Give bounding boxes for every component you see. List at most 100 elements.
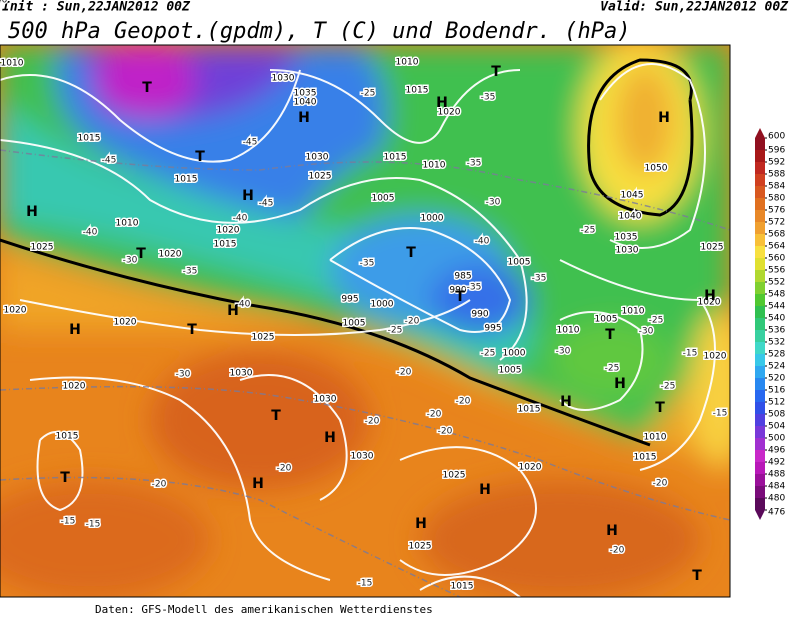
scale-band — [755, 402, 765, 414]
scale-band — [755, 258, 765, 270]
isobar-label: 1010 — [644, 433, 667, 443]
map-field — [0, 45, 730, 597]
isotherm-label: -30 — [176, 370, 191, 380]
pressure-center: T — [142, 80, 152, 96]
isotherm-label: -40 — [0, 0, 8, 6]
isobar-label: 1030 — [616, 246, 639, 256]
scale-label: 592 — [768, 158, 785, 168]
isotherm-label: -30 — [639, 327, 654, 337]
scale-label: 492 — [768, 458, 785, 468]
scale-band — [755, 390, 765, 402]
isobar-label: 1010 — [557, 326, 580, 336]
isobar-label: 1025 — [252, 333, 275, 343]
isotherm-label: -20 — [427, 410, 442, 420]
pressure-center: H — [415, 516, 427, 532]
pressure-center: H — [242, 188, 254, 204]
scale-label: 568 — [768, 230, 785, 240]
scale-band — [755, 282, 765, 294]
isotherm-label: -35 — [183, 267, 198, 277]
isotherm-label: -35 — [467, 283, 482, 293]
isotherm-label: -40 — [83, 228, 98, 238]
pressure-center: H — [479, 482, 491, 498]
scale-label: 588 — [768, 170, 785, 180]
isobar-label: 1010 — [423, 161, 446, 171]
isobar-label: 1015 — [384, 153, 407, 163]
isotherm-label: -30 — [556, 347, 571, 357]
isobar-label: 1020 — [698, 298, 721, 308]
scale-band — [755, 462, 765, 474]
isobar-label: 1030 — [351, 452, 374, 462]
scale-label: 528 — [768, 350, 785, 360]
isobar-label: 1040 — [619, 212, 642, 222]
scale-label: 480 — [768, 494, 785, 504]
pressure-center: T — [605, 327, 615, 343]
scale-label: 536 — [768, 326, 785, 336]
isobar-label: 1040 — [294, 98, 317, 108]
scale-band — [755, 198, 765, 210]
isobar-label: 1010 — [622, 307, 645, 317]
pressure-center: H — [26, 204, 38, 220]
isotherm-label: -20 — [438, 427, 453, 437]
isobar-label: 1010 — [1, 59, 24, 69]
scale-label: 504 — [768, 422, 785, 432]
map-title: 500 hPa Geopot.(gpdm), T (C) und Bodendr… — [8, 19, 631, 44]
pressure-center: H — [658, 110, 670, 126]
scale-band — [755, 174, 765, 186]
scale-band — [755, 414, 765, 426]
isobar-label: 1010 — [396, 58, 419, 68]
isobar-label: 1015 — [56, 432, 79, 442]
scale-label: 532 — [768, 338, 785, 348]
isobar-label: 1005 — [499, 366, 522, 376]
isobar-label: 990 — [449, 286, 466, 296]
isobar-label: 1015 — [634, 453, 657, 463]
isobar-label: 1015 — [78, 134, 101, 144]
isotherm-label: -25 — [649, 316, 664, 326]
pressure-center: T — [655, 400, 665, 416]
scale-label: 508 — [768, 410, 785, 420]
isotherm-label: -20 — [277, 464, 292, 474]
scale-band — [755, 318, 765, 330]
valid-time: Valid: Sun,22JAN2012 00Z — [600, 0, 789, 15]
isotherm-label: -25 — [605, 364, 620, 374]
scale-label: 584 — [768, 182, 785, 192]
isobar-label: 1020 — [519, 463, 542, 473]
scale-band — [755, 222, 765, 234]
isobar-label: 985 — [454, 272, 471, 282]
pressure-center: T — [136, 246, 146, 262]
scale-band — [755, 150, 765, 162]
pressure-center: H — [227, 303, 239, 319]
pressure-center: T — [406, 245, 416, 261]
isotherm-label: -20 — [152, 480, 167, 490]
isobar-label: 1020 — [159, 250, 182, 260]
isotherm-label: -15 — [86, 520, 101, 530]
scale-label: 576 — [768, 206, 785, 216]
isotherm-label: -40 — [236, 300, 251, 310]
isobar-label: 1025 — [31, 243, 54, 253]
isobar-label: 1020 — [114, 318, 137, 328]
scale-label: 476 — [768, 508, 785, 518]
isotherm-label: -20 — [653, 479, 668, 489]
isobar-label: 1030 — [272, 74, 295, 84]
pressure-center: H — [69, 322, 81, 338]
scale-band — [755, 486, 765, 498]
scale-label: 564 — [768, 242, 785, 252]
isobar-label: 1020 — [704, 352, 727, 362]
scale-label: 544 — [768, 302, 785, 312]
isobar-label: 1030 — [306, 153, 329, 163]
pressure-center: H — [436, 95, 448, 111]
isobar-label: 1000 — [421, 214, 444, 224]
scale-label: 512 — [768, 398, 785, 408]
isotherm-label: -15 — [713, 409, 728, 419]
isobar-label: 990 — [471, 310, 488, 320]
scale-band — [755, 354, 765, 366]
isobar-label: 1010 — [116, 219, 139, 229]
isobar-label: 1015 — [451, 582, 474, 592]
isotherm-label: -40 — [475, 237, 490, 247]
isotherm-label: -25 — [361, 89, 376, 99]
isotherm-label: -35 — [467, 159, 482, 169]
scale-band — [755, 474, 765, 486]
color-scale: 476 480 484 488 492 496 500 504 508 512 516 520 524 5… — [755, 128, 785, 520]
isobar-label: 1025 — [409, 542, 432, 552]
pressure-center: H — [252, 476, 264, 492]
isobar-label: 1015 — [518, 405, 541, 415]
